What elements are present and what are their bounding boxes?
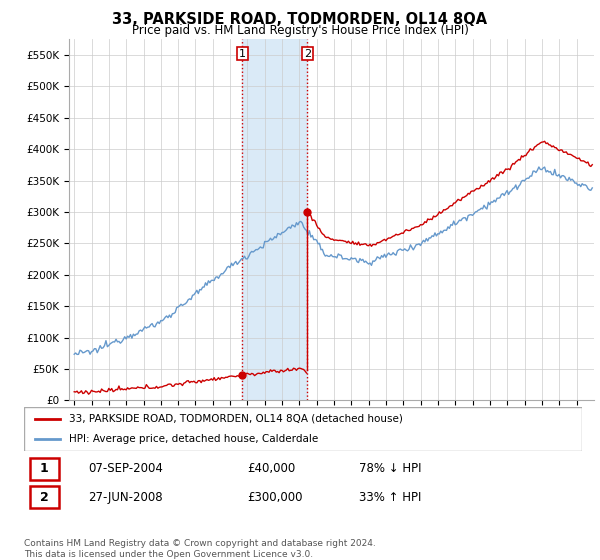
- Text: £300,000: £300,000: [247, 491, 303, 504]
- FancyBboxPatch shape: [29, 486, 59, 508]
- Text: Contains HM Land Registry data © Crown copyright and database right 2024.
This d: Contains HM Land Registry data © Crown c…: [24, 539, 376, 559]
- FancyBboxPatch shape: [24, 407, 582, 451]
- Bar: [242, 39, 307, 400]
- Text: 2: 2: [40, 491, 49, 504]
- Text: 33% ↑ HPI: 33% ↑ HPI: [359, 491, 421, 504]
- Text: Price paid vs. HM Land Registry's House Price Index (HPI): Price paid vs. HM Land Registry's House …: [131, 24, 469, 36]
- Text: HPI: Average price, detached house, Calderdale: HPI: Average price, detached house, Cald…: [68, 434, 318, 444]
- Text: 33, PARKSIDE ROAD, TODMORDEN, OL14 8QA: 33, PARKSIDE ROAD, TODMORDEN, OL14 8QA: [112, 12, 488, 27]
- Text: £40,000: £40,000: [247, 462, 295, 475]
- Text: 27-JUN-2008: 27-JUN-2008: [88, 491, 163, 504]
- Text: 1: 1: [40, 462, 49, 475]
- Text: 07-SEP-2004: 07-SEP-2004: [88, 462, 163, 475]
- Text: 1: 1: [239, 49, 246, 59]
- FancyBboxPatch shape: [29, 458, 59, 480]
- Text: 33, PARKSIDE ROAD, TODMORDEN, OL14 8QA (detached house): 33, PARKSIDE ROAD, TODMORDEN, OL14 8QA (…: [68, 414, 403, 424]
- Text: 2: 2: [304, 49, 311, 59]
- Text: 78% ↓ HPI: 78% ↓ HPI: [359, 462, 421, 475]
